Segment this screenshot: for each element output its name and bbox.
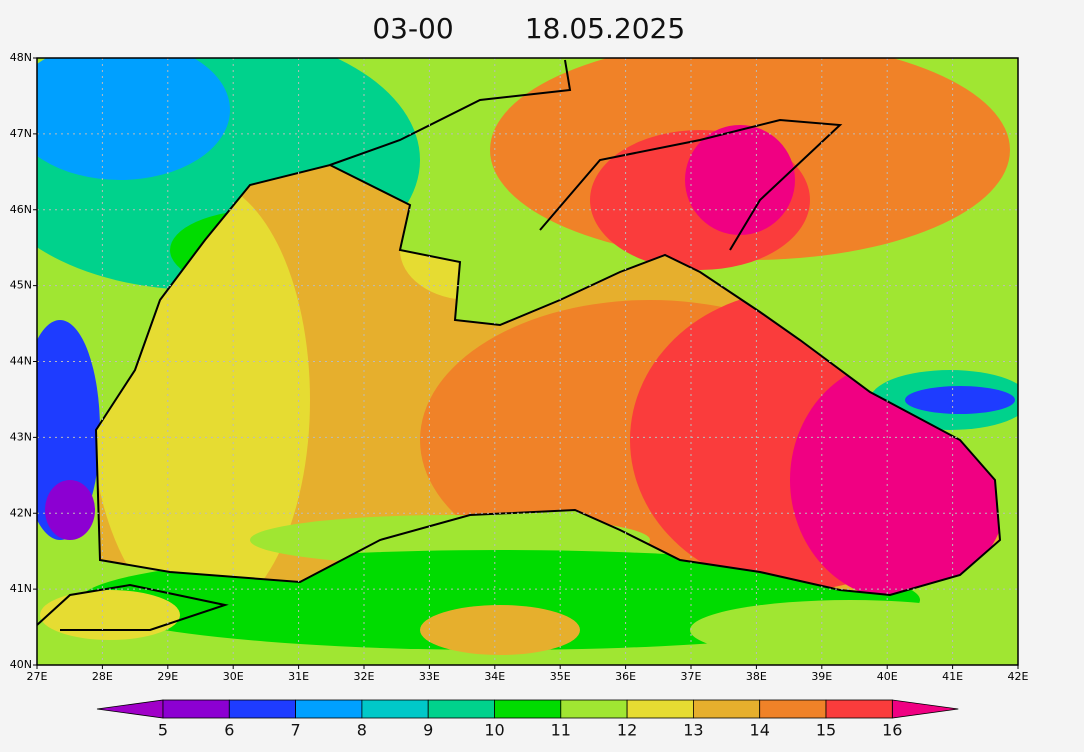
colorbar-segment — [560, 699, 628, 719]
colorbar-label: 5 — [158, 721, 168, 740]
lat-label: 42N — [10, 506, 32, 519]
coastline — [539, 118, 843, 251]
field — [37, 58, 1018, 665]
lon-label: 28E — [92, 670, 113, 683]
colorbar-label: 13 — [683, 721, 703, 740]
colorbar-label: 8 — [357, 721, 367, 740]
coastline — [94, 163, 1002, 597]
time-label: 03-00 — [372, 12, 453, 45]
colorbar-segment — [494, 699, 562, 719]
colorbar-label: 14 — [750, 721, 770, 740]
colorbar-label: 15 — [816, 721, 836, 740]
lon-label: 30E — [223, 670, 244, 683]
colorbar-label: 9 — [423, 721, 433, 740]
colorbar-segment — [361, 699, 429, 719]
coastline — [37, 583, 229, 631]
colorbar-segment — [427, 699, 495, 719]
lon-label: 31E — [288, 670, 309, 683]
lat-label: 45N — [10, 279, 32, 292]
colorbar-label: 16 — [882, 721, 902, 740]
lon-label: 41E — [942, 670, 963, 683]
lon-label: 32E — [354, 670, 375, 683]
contour — [45, 480, 95, 540]
lat-label: 46N — [10, 203, 32, 216]
lat-label: 40N — [10, 658, 32, 671]
colorbar-label: 6 — [224, 721, 234, 740]
colorbar-segment — [626, 699, 694, 719]
coastline — [329, 59, 572, 166]
lat-label: 43N — [10, 430, 32, 443]
contour — [37, 58, 230, 180]
lon-label: 39E — [811, 670, 832, 683]
colorbar-segment — [162, 699, 230, 719]
colorbar-label: 10 — [484, 721, 504, 740]
colorbar-segment — [295, 699, 363, 719]
colorbar: 5 6 7 8 9 10 11 12 13 14 15 16 — [96, 699, 959, 740]
colorbar-segment — [825, 699, 893, 719]
lat-label: 41N — [10, 582, 32, 595]
contour — [905, 386, 1015, 414]
colorbar-segment — [759, 699, 827, 719]
contour — [37, 320, 100, 540]
lon-label: 29E — [157, 670, 178, 683]
lon-label: 36E — [615, 670, 636, 683]
colorbar-label: 12 — [617, 721, 637, 740]
colorbar-label: 7 — [291, 721, 301, 740]
lon-label: 35E — [550, 670, 571, 683]
contour — [685, 125, 795, 235]
colorbar-over — [891, 699, 959, 719]
contour — [690, 600, 1010, 660]
lon-label: 38E — [746, 670, 767, 683]
lat-label: 44N — [10, 355, 32, 368]
date-label: 18.05.2025 — [525, 12, 685, 45]
lon-label: 40E — [877, 670, 898, 683]
lon-label: 37E — [681, 670, 702, 683]
colorbar-label: 11 — [551, 721, 571, 740]
map-frame — [36, 57, 1019, 666]
colorbar-segment — [693, 699, 761, 719]
lon-label: 27E — [27, 670, 48, 683]
lat-label: 47N — [10, 127, 32, 140]
colorbar-segment — [228, 699, 297, 719]
contour — [420, 605, 580, 655]
lat-label: 48N — [10, 51, 32, 64]
lon-label: 42E — [1008, 670, 1029, 683]
colorbar-under — [96, 699, 164, 719]
lon-label: 34E — [484, 670, 505, 683]
lon-label: 33E — [419, 670, 440, 683]
contour — [40, 590, 180, 640]
